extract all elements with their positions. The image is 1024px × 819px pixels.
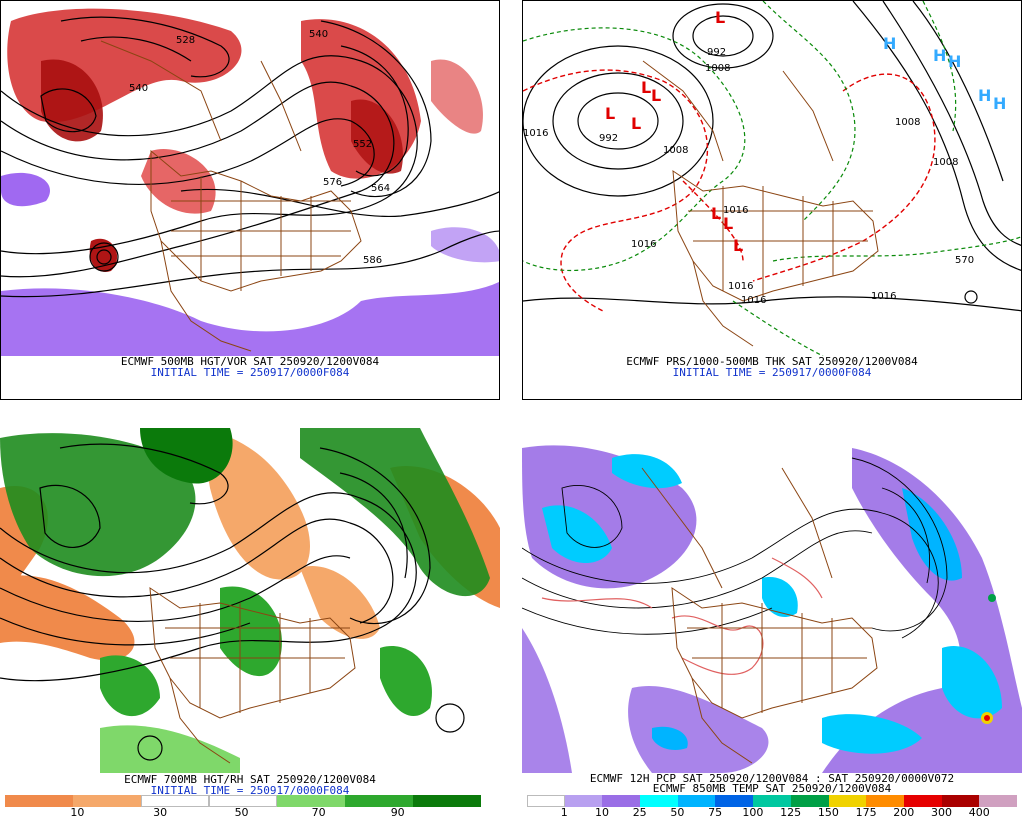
- cbar-tick: 400: [968, 806, 990, 816]
- svg-text:H: H: [978, 86, 991, 105]
- panel-12h-precip: ECMWF 12H PCP SAT 250920/1200V084 : SAT …: [522, 428, 1022, 816]
- svg-text:L: L: [715, 8, 725, 27]
- colorbar-swatch: [602, 795, 641, 807]
- svg-text:992: 992: [707, 47, 726, 58]
- svg-text:L: L: [631, 114, 641, 133]
- svg-text:L: L: [733, 236, 743, 255]
- colorbar-swatch: [941, 795, 980, 807]
- cbar-tick: 100: [742, 806, 764, 816]
- vorticity-map: 528 540 540 576 552 564 586: [1, 1, 499, 356]
- svg-text:1008: 1008: [933, 157, 958, 168]
- panel-caption-precip: ECMWF 12H PCP SAT 250920/1200V084 : SAT …: [589, 772, 955, 785]
- initial-time: INITIAL TIME = 250917/0000F084: [150, 784, 350, 797]
- colorbar-swatch: [209, 795, 277, 807]
- colorbar-swatch: [677, 795, 716, 807]
- svg-text:L: L: [711, 204, 721, 223]
- cbar-tick: 200: [893, 806, 915, 816]
- colorbar-swatch: [640, 795, 678, 807]
- colorbar-swatch: [73, 795, 141, 807]
- cbar-tick: 150: [817, 806, 839, 816]
- cbar-tick: 70: [311, 806, 326, 816]
- colorbar-swatch: [979, 795, 1017, 807]
- colorbar-swatch: [753, 795, 791, 807]
- cbar-tick: 125: [780, 806, 802, 816]
- rh-map: [0, 428, 500, 773]
- svg-text:1016: 1016: [728, 281, 753, 292]
- svg-text:586: 586: [363, 255, 382, 266]
- panel-caption: ECMWF PRS/1000-500MB THK SAT 250920/1200…: [626, 355, 918, 368]
- svg-text:L: L: [651, 86, 661, 105]
- panel-pressure-thickness: L L L L L L L L H H H H H 992 1008 1016 …: [522, 0, 1022, 400]
- initial-time: INITIAL TIME = 250917/0000F084: [672, 366, 872, 379]
- cbar-tick: 50: [670, 806, 685, 816]
- svg-text:H: H: [883, 34, 896, 53]
- cbar-tick: 1: [560, 806, 568, 816]
- svg-text:L: L: [605, 104, 615, 123]
- panel-caption-temp: ECMWF 850MB TEMP SAT 250920/1200V084: [652, 782, 892, 795]
- svg-text:992: 992: [599, 133, 618, 144]
- svg-text:1008: 1008: [895, 117, 920, 128]
- precip-colorbar: [527, 795, 1017, 807]
- colorbar-swatch: [564, 795, 603, 807]
- colorbar-swatch: [413, 795, 481, 807]
- panel-caption: ECMWF 700MB HGT/RH SAT 250920/1200V084: [124, 773, 376, 786]
- svg-text:552: 552: [353, 139, 372, 150]
- colorbar-swatch: [903, 795, 942, 807]
- panel-caption: ECMWF 500MB HGT/VOR SAT 250920/1200V084: [120, 355, 380, 368]
- svg-text:1016: 1016: [871, 291, 896, 302]
- pressure-map: L L L L L L L L H H H H H 992 1008 1016 …: [523, 1, 1021, 356]
- rh-colorbar: [5, 795, 481, 807]
- panel-700mb-rh: ECMWF 700MB HGT/RH SAT 250920/1200V084 I…: [0, 428, 500, 816]
- svg-text:H: H: [993, 94, 1006, 113]
- cbar-tick: 10: [594, 806, 609, 816]
- cbar-tick: 10: [70, 806, 85, 816]
- colorbar-swatch: [828, 795, 867, 807]
- initial-time: INITIAL TIME = 250917/0000F084: [150, 366, 350, 379]
- svg-text:576: 576: [323, 177, 342, 188]
- svg-text:1016: 1016: [523, 128, 548, 139]
- svg-text:540: 540: [309, 29, 328, 40]
- svg-text:H: H: [933, 46, 946, 65]
- panel-500mb-vorticity: 528 540 540 576 552 564 586 ECMWF 500MB …: [0, 0, 500, 400]
- colorbar-swatch: [790, 795, 829, 807]
- svg-text:528: 528: [176, 35, 195, 46]
- cbar-tick: 175: [855, 806, 877, 816]
- precip-colorbar-ticks: 1 10 25 50 75 100 125 150 175 200 300 40…: [527, 806, 1017, 816]
- colorbar-swatch: [345, 795, 413, 807]
- svg-text:540: 540: [129, 83, 148, 94]
- svg-text:L: L: [641, 78, 651, 97]
- svg-text:1008: 1008: [663, 145, 688, 156]
- precip-map: [522, 428, 1022, 773]
- cbar-tick: 25: [632, 806, 647, 816]
- cbar-tick: 75: [708, 806, 723, 816]
- svg-text:H: H: [948, 52, 961, 71]
- colorbar-swatch: [277, 795, 345, 807]
- colorbar-swatch: [715, 795, 754, 807]
- svg-text:564: 564: [371, 183, 390, 194]
- isobar-labels: 992 1008 1016 992 1016 1016 1016 1008 10…: [523, 47, 974, 306]
- colorbar-swatch: [866, 795, 904, 807]
- cbar-tick: 50: [234, 806, 249, 816]
- cbar-tick: 300: [931, 806, 953, 816]
- colorbar-swatch: [141, 795, 209, 807]
- svg-text:L: L: [723, 214, 733, 233]
- cbar-tick: 90: [390, 806, 405, 816]
- colorbar-swatch: [5, 795, 73, 807]
- colorbar-swatch: [527, 795, 565, 807]
- cbar-tick: 30: [153, 806, 168, 816]
- rh-colorbar-ticks: 10 30 50 70 90: [5, 806, 481, 816]
- contour-labels: 528 540 540 576 552 564 586: [129, 29, 390, 266]
- svg-text:1008: 1008: [705, 63, 730, 74]
- svg-text:1016: 1016: [631, 239, 656, 250]
- svg-text:1016: 1016: [723, 205, 748, 216]
- svg-text:570: 570: [955, 255, 974, 266]
- svg-text:1016: 1016: [741, 295, 766, 306]
